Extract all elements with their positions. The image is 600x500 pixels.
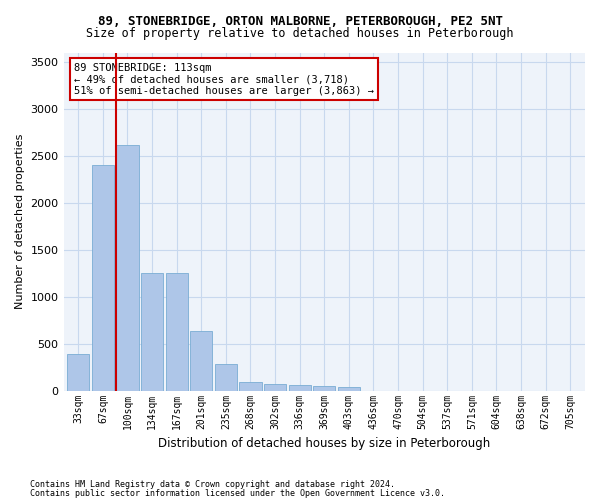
Bar <box>190 332 212 390</box>
Bar <box>92 165 114 390</box>
Text: Contains HM Land Registry data © Crown copyright and database right 2024.: Contains HM Land Registry data © Crown c… <box>30 480 395 489</box>
X-axis label: Distribution of detached houses by size in Peterborough: Distribution of detached houses by size … <box>158 437 490 450</box>
Text: Size of property relative to detached houses in Peterborough: Size of property relative to detached ho… <box>86 28 514 40</box>
Text: Contains public sector information licensed under the Open Government Licence v3: Contains public sector information licen… <box>30 488 445 498</box>
Bar <box>338 387 360 390</box>
Bar <box>264 384 286 390</box>
Text: 89 STONEBRIDGE: 113sqm
← 49% of detached houses are smaller (3,718)
51% of semi-: 89 STONEBRIDGE: 113sqm ← 49% of detached… <box>74 62 374 96</box>
Bar <box>313 386 335 390</box>
Text: 89, STONEBRIDGE, ORTON MALBORNE, PETERBOROUGH, PE2 5NT: 89, STONEBRIDGE, ORTON MALBORNE, PETERBO… <box>97 15 503 28</box>
Bar <box>141 273 163 390</box>
Bar <box>166 273 188 390</box>
Bar <box>289 385 311 390</box>
Bar <box>116 146 139 390</box>
Y-axis label: Number of detached properties: Number of detached properties <box>15 134 25 310</box>
Bar <box>215 364 237 390</box>
Bar <box>239 382 262 390</box>
Bar <box>67 354 89 391</box>
